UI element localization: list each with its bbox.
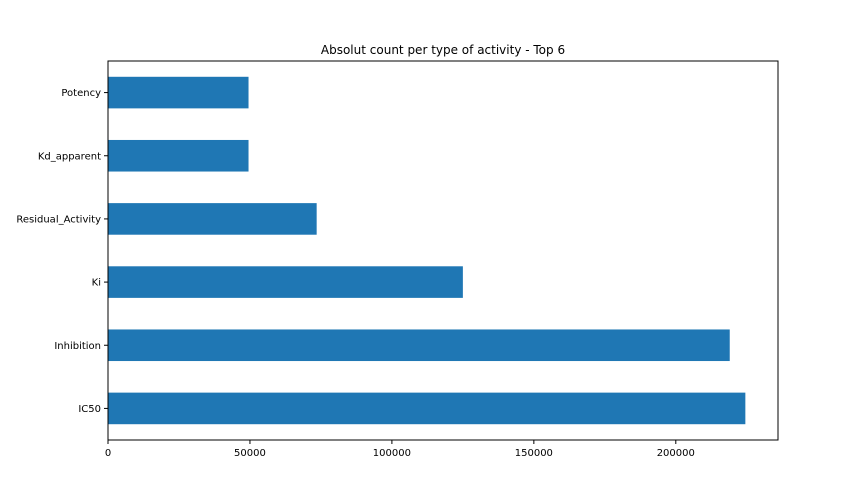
y-tick-label: Residual_Activity bbox=[16, 214, 101, 225]
bar-kd-apparent bbox=[108, 139, 249, 172]
bars-group bbox=[108, 76, 746, 425]
y-tick-label: Potency bbox=[61, 88, 101, 99]
plot-frame bbox=[107, 60, 779, 441]
bar-potency bbox=[108, 76, 249, 109]
chart-title: Absolut count per type of activity - Top… bbox=[321, 43, 565, 57]
y-tick-label: IC50 bbox=[78, 404, 101, 415]
bar-inhibition bbox=[108, 329, 730, 362]
y-tick-label: Inhibition bbox=[54, 341, 101, 352]
y-tick-label: Ki bbox=[92, 278, 101, 289]
y-tick-label: Kd_apparent bbox=[38, 151, 101, 162]
x-tick-label: 150000 bbox=[515, 448, 553, 459]
bar-ic50 bbox=[108, 392, 746, 425]
bar-residual-activity bbox=[108, 203, 317, 235]
x-tick-label: 200000 bbox=[657, 448, 695, 459]
x-tick-label: 50000 bbox=[234, 448, 266, 459]
x-tick-label: 0 bbox=[105, 448, 111, 459]
bar-ki bbox=[108, 266, 463, 298]
x-axis: 0 50000 100000 150000 200000 bbox=[105, 440, 695, 459]
y-axis: IC50 Inhibition Ki Residual_Activity Kd_appa… bbox=[16, 88, 108, 415]
x-tick-label: 100000 bbox=[373, 448, 411, 459]
